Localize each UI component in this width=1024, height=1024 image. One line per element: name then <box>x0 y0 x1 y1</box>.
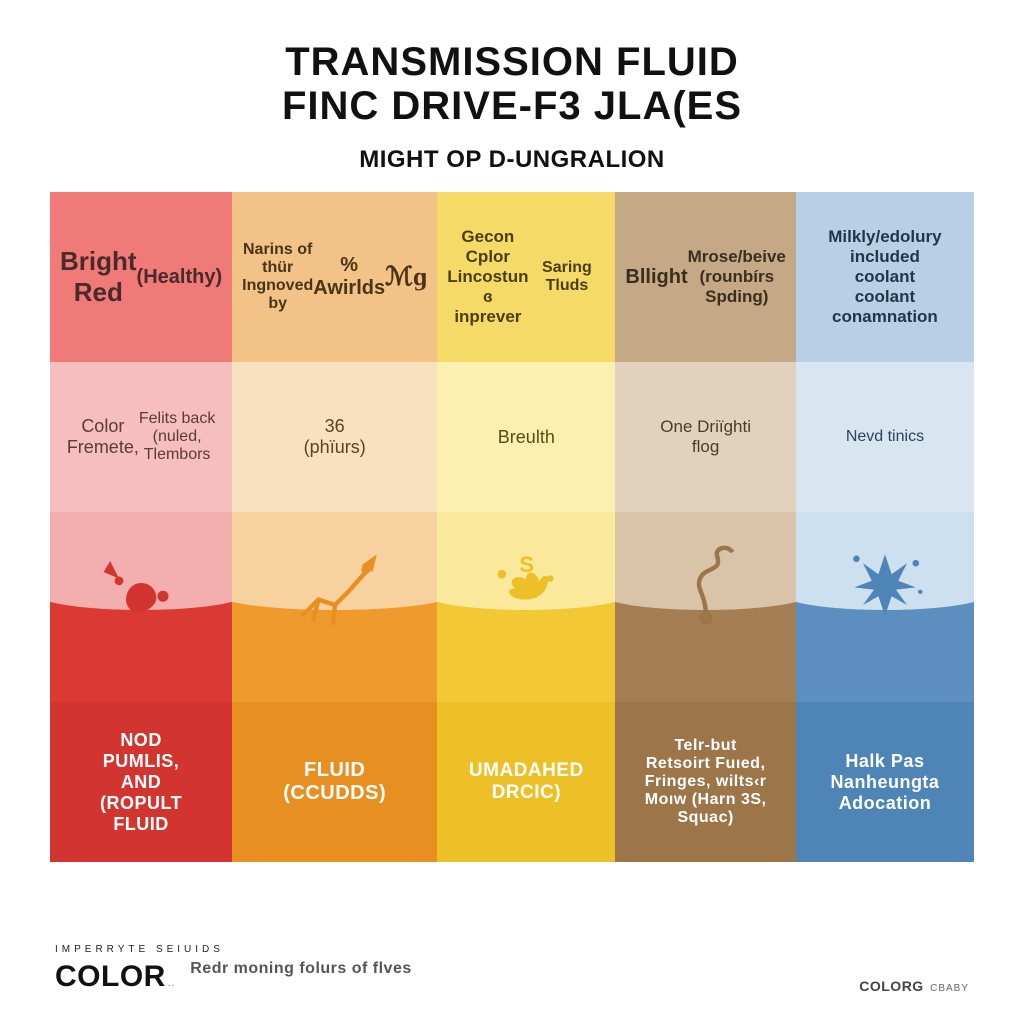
footer-right: COLORG CBABY <box>859 978 969 994</box>
footer: IMPERRYTE SEIUIDS COLOR.. Redr moning fo… <box>55 939 969 994</box>
column-red-bottom: NODPUMLIS,AND(ROPULTFLUID <box>50 702 232 862</box>
title-line-1: TRANSMISSION FLUID <box>50 40 974 84</box>
column-brown: BllightMrose/beive(rounbírsSpding)One Dr… <box>615 192 795 994</box>
column-brown-header: BllightMrose/beive(rounbírsSpding) <box>615 192 795 362</box>
column-blue-bottom: Halk PasNanheungtaAdocation <box>796 702 974 862</box>
splash-icon <box>651 539 761 649</box>
main-title: TRANSMISSION FLUID FINC DRIVE-F3 JLA(ES <box>50 40 974 128</box>
splash-icon: S <box>471 539 581 649</box>
svg-text:S: S <box>520 552 535 577</box>
color-columns: BrightRed(Healthy)ColorFremete,Felits ba… <box>50 192 974 994</box>
column-brown-splash <box>615 512 795 702</box>
column-yellow: Gecon CplorLincostun ɞinpreverSaring Tlu… <box>437 192 615 994</box>
footer-small: IMPERRYTE SEIUIDS <box>55 944 224 955</box>
footer-brand-sub: .. <box>168 978 176 989</box>
column-orange-middle: 36(phïurs) <box>232 362 437 512</box>
splash-icon <box>280 539 390 649</box>
splash-icon <box>86 539 196 649</box>
column-orange-bottom: FLUID(CCUDDS) <box>232 702 437 862</box>
column-red: BrightRed(Healthy)ColorFremete,Felits ba… <box>50 192 232 994</box>
column-yellow-header: Gecon CplorLincostun ɞinpreverSaring Tlu… <box>437 192 615 362</box>
footer-left: IMPERRYTE SEIUIDS COLOR.. Redr moning fo… <box>55 939 412 994</box>
footer-right-sub: CBABY <box>930 983 969 994</box>
footer-brand: COLOR.. Redr moning folurs of flves <box>55 960 412 994</box>
splash-icon <box>830 539 940 649</box>
infographic-page: TRANSMISSION FLUID FINC DRIVE-F3 JLA(ES … <box>0 0 1024 1024</box>
column-red-middle: ColorFremete,Felits back(nuled,Tlembors <box>50 362 232 512</box>
footer-right-text: COLORG <box>859 978 923 994</box>
column-orange: Narins ofthürIngnoved by% Awirldsℳɡ36(ph… <box>232 192 437 994</box>
column-blue-middle: Nevd tinics <box>796 362 974 512</box>
footer-brand-text: COLOR <box>55 960 166 993</box>
column-brown-middle: One Driïghtiflog <box>615 362 795 512</box>
column-yellow-middle: Breulth <box>437 362 615 512</box>
column-orange-splash <box>232 512 437 702</box>
footer-tagline: Redr moning folurs of flves <box>190 960 412 977</box>
subtitle: MIGHT OP D-UNGRALION <box>50 146 974 174</box>
column-red-splash <box>50 512 232 702</box>
column-brown-bottom: Telr-butRetsoirt Fuıed,Fringes, wilts‹rM… <box>615 702 795 862</box>
column-red-header: BrightRed(Healthy) <box>50 192 232 362</box>
column-blue: Milkly/edoluryincludedcoolantcoolantcona… <box>796 192 974 994</box>
column-blue-header: Milkly/edoluryincludedcoolantcoolantcona… <box>796 192 974 362</box>
column-blue-splash <box>796 512 974 702</box>
column-orange-header: Narins ofthürIngnoved by% Awirldsℳɡ <box>232 192 437 362</box>
column-yellow-bottom: UMADAHEDDRCIC) <box>437 702 615 862</box>
column-yellow-splash: S <box>437 512 615 702</box>
title-line-2: FINC DRIVE-F3 JLA(ES <box>50 84 974 128</box>
